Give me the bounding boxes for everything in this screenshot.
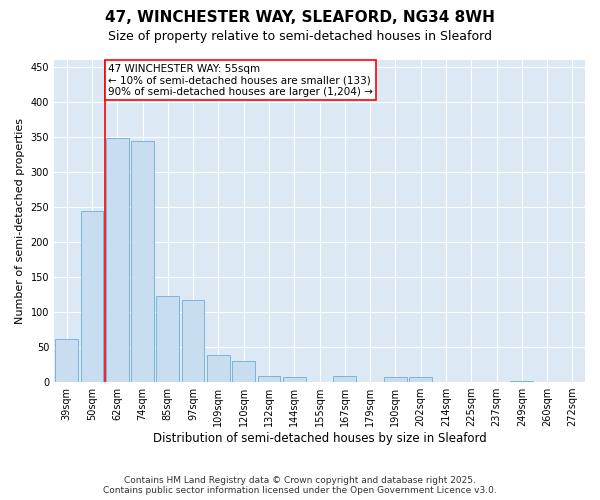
Bar <box>182 300 205 382</box>
Text: 47, WINCHESTER WAY, SLEAFORD, NG34 8WH: 47, WINCHESTER WAY, SLEAFORD, NG34 8WH <box>105 10 495 25</box>
Bar <box>80 210 103 382</box>
Y-axis label: Number of semi-detached properties: Number of semi-detached properties <box>15 118 25 324</box>
Bar <box>207 356 230 382</box>
Bar <box>55 338 78 382</box>
Bar <box>232 361 255 382</box>
Bar <box>106 138 128 382</box>
Text: Size of property relative to semi-detached houses in Sleaford: Size of property relative to semi-detach… <box>108 30 492 43</box>
Bar <box>511 380 533 382</box>
Bar <box>131 141 154 382</box>
Bar <box>283 377 305 382</box>
Text: Contains HM Land Registry data © Crown copyright and database right 2025.
Contai: Contains HM Land Registry data © Crown c… <box>103 476 497 495</box>
Bar <box>157 296 179 382</box>
Bar <box>384 377 407 382</box>
Bar <box>257 376 280 382</box>
X-axis label: Distribution of semi-detached houses by size in Sleaford: Distribution of semi-detached houses by … <box>152 432 487 445</box>
Text: 47 WINCHESTER WAY: 55sqm
← 10% of semi-detached houses are smaller (133)
90% of : 47 WINCHESTER WAY: 55sqm ← 10% of semi-d… <box>109 64 373 96</box>
Bar <box>409 377 432 382</box>
Bar <box>334 376 356 382</box>
